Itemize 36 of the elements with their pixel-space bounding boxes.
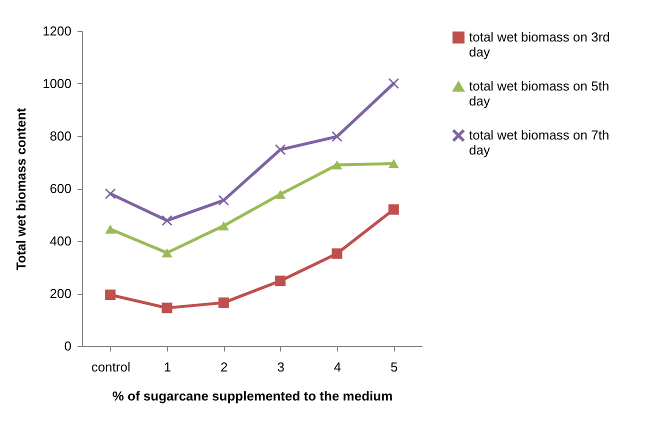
point [218, 221, 229, 230]
point [275, 144, 286, 155]
point [388, 204, 399, 215]
x-axis-title: % of sugarcane supplemented to the medium [112, 388, 393, 404]
point [162, 215, 172, 226]
point [332, 160, 342, 170]
x-tick-label: 4 [334, 360, 342, 374]
y-tick-label: 1000 [42, 76, 72, 91]
x-tick-label: 3 [277, 360, 284, 374]
legend-label: total wet biomass on 7th day [469, 128, 610, 158]
y-tick-label: 1200 [42, 24, 72, 38]
y-tick-label: 0 [64, 338, 72, 354]
point [218, 195, 229, 206]
point [162, 302, 172, 314]
x-tick-label: control [91, 360, 130, 374]
point [162, 248, 172, 258]
y-tick-label: 400 [50, 234, 72, 248]
legend-label: total wet biomass on 3rd day [469, 30, 610, 60]
point [332, 131, 342, 142]
point [275, 276, 286, 286]
point [388, 78, 399, 89]
x-tick-label: 5 [390, 360, 398, 374]
x-tick-label: 2 [220, 360, 228, 374]
legend-label: total wet biomass on 5th day [469, 78, 610, 108]
y-tick-label: 200 [50, 286, 72, 301]
point [332, 248, 342, 259]
y-tick-label: 800 [50, 128, 72, 144]
point [275, 190, 286, 199]
x-tick-label: 1 [164, 360, 172, 374]
point [105, 290, 116, 300]
point [105, 224, 116, 234]
point [105, 188, 116, 199]
point [388, 159, 399, 168]
y-tick-label: 600 [50, 181, 72, 196]
point [218, 297, 229, 308]
y-axis-title: Total wet biomass content [14, 107, 29, 270]
